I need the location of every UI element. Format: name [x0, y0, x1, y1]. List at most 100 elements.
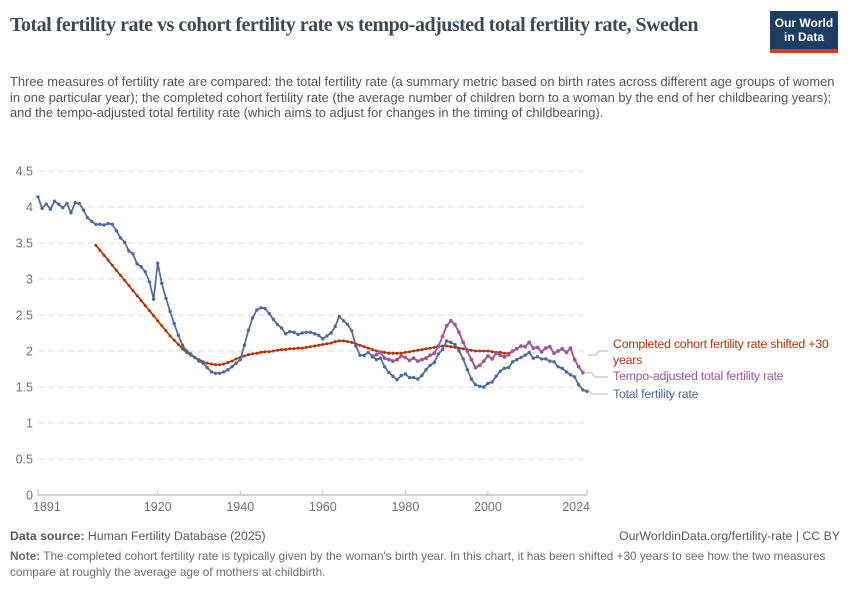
data-point — [478, 349, 482, 353]
data-point — [535, 355, 540, 359]
data-point — [403, 350, 407, 354]
data-point — [296, 346, 300, 350]
data-point — [415, 359, 420, 363]
y-tick-label: 2.5 — [16, 309, 33, 323]
data-point — [304, 345, 308, 349]
data-point — [77, 201, 82, 206]
owid-logo[interactable]: Our World in Data — [770, 11, 838, 53]
data-point — [168, 334, 172, 338]
data-point — [119, 273, 123, 277]
data-point — [428, 353, 432, 358]
data-point — [94, 243, 98, 247]
data-point — [556, 349, 560, 353]
data-point — [189, 352, 193, 356]
data-point — [321, 337, 325, 341]
data-point — [275, 348, 279, 352]
data-point — [312, 332, 317, 336]
series-line-3[interactable] — [37, 196, 588, 393]
data-point — [362, 345, 366, 349]
y-tick-label: 1 — [26, 417, 33, 431]
data-point — [408, 350, 411, 354]
data-point — [181, 347, 184, 351]
data-point — [300, 331, 304, 335]
data-point — [263, 306, 267, 311]
data-point — [110, 222, 115, 226]
data-point — [250, 316, 255, 320]
data-point — [308, 330, 313, 334]
data-point — [457, 330, 461, 335]
data-point — [420, 357, 424, 362]
data-point — [90, 219, 94, 224]
data-point — [498, 353, 503, 358]
data-point — [445, 344, 449, 348]
data-point — [399, 373, 403, 378]
data-point — [69, 211, 73, 215]
data-point — [568, 373, 573, 377]
y-tick-label: 2 — [26, 345, 33, 359]
chart-subtitle: Three measures of fertility rate are com… — [10, 74, 835, 120]
data-point — [333, 340, 337, 344]
data-point — [52, 199, 57, 203]
data-point — [325, 334, 329, 338]
data-point — [449, 340, 453, 345]
data-point — [358, 353, 362, 357]
data-point — [465, 368, 469, 372]
owid-link[interactable]: OurWorldinData.org/fertility-rate | CC B… — [619, 529, 840, 543]
data-point — [118, 236, 123, 240]
data-point — [263, 350, 267, 354]
data-point — [329, 341, 333, 345]
data-point — [164, 329, 168, 333]
data-point — [370, 354, 375, 358]
data-point — [44, 202, 48, 206]
data-point — [123, 278, 127, 282]
data-point — [284, 348, 288, 352]
note-label: Note: — [10, 549, 41, 563]
series-line-2[interactable] — [371, 319, 584, 374]
data-point — [201, 361, 205, 365]
data-point — [564, 370, 569, 374]
data-point — [428, 363, 432, 368]
data-point — [147, 280, 152, 284]
data-point — [230, 359, 234, 363]
data-point — [48, 207, 53, 211]
data-point — [313, 344, 317, 348]
data-point — [473, 365, 478, 370]
data-point — [539, 357, 544, 361]
data-point — [506, 352, 511, 357]
data-point — [209, 362, 213, 366]
data-point — [114, 229, 119, 233]
data-point — [114, 268, 118, 272]
data-point — [255, 351, 259, 355]
data-point — [40, 206, 44, 211]
y-tick-label: 3.5 — [16, 237, 33, 251]
data-point — [288, 347, 292, 351]
data-point — [317, 343, 321, 347]
data-point — [172, 338, 176, 342]
x-tick-label: 1940 — [226, 500, 254, 514]
data-point — [494, 351, 499, 356]
logo-line2: in Data — [783, 30, 824, 44]
data-point — [222, 370, 226, 374]
data-point — [564, 350, 569, 355]
data-point — [143, 304, 147, 308]
data-point — [329, 331, 333, 335]
data-point — [102, 253, 106, 257]
data-point — [358, 343, 362, 347]
data-point — [280, 348, 283, 352]
legend-label-cohort-shifted[interactable]: Completed cohort fertility rate shifted … — [613, 337, 829, 367]
data-point — [568, 346, 573, 350]
data-point — [391, 351, 395, 355]
data-point — [292, 347, 296, 351]
legend-label-total-fertility[interactable]: Total fertility rate — [613, 387, 699, 401]
note-text: The completed cohort fertility rate is t… — [10, 549, 826, 579]
data-point — [531, 356, 535, 360]
data-point — [374, 357, 379, 362]
data-point — [160, 324, 164, 328]
data-point — [366, 350, 370, 355]
data-point — [383, 365, 387, 369]
data-point — [325, 342, 329, 346]
data-point — [523, 353, 527, 357]
legend-label-tempo-adjusted[interactable]: Tempo-adjusted total fertility rate — [613, 369, 784, 383]
